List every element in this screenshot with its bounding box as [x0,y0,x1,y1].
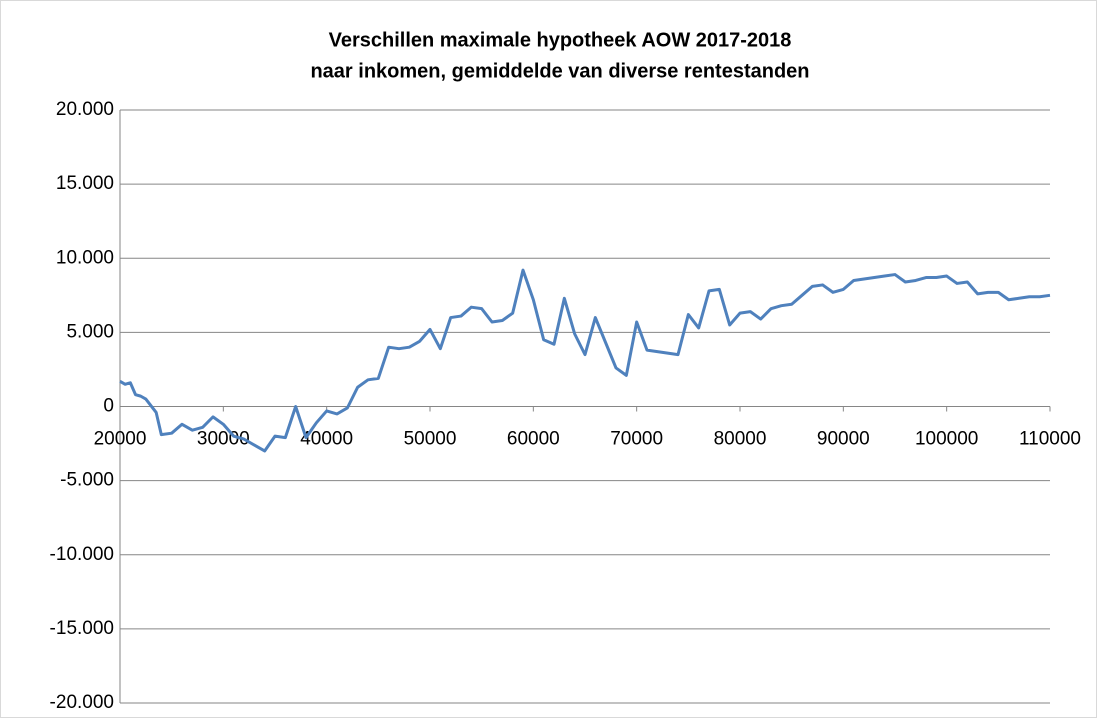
x-tick-label: 50000 [404,429,457,450]
x-tick-label: 60000 [507,429,560,450]
y-tick-label: 10.000 [56,247,114,268]
chart-subtitle: naar inkomen, gemiddelde van diverse ren… [310,60,809,82]
data-line [119,268,1051,453]
chart-title: Verschillen maximale hypotheek AOW 2017-… [329,29,792,51]
x-tick-label: 80000 [714,429,767,450]
x-tick-label: 40000 [300,429,353,450]
x-tick-label: 30000 [197,429,250,450]
y-tick-label: 20.000 [56,99,114,120]
x-tick-label: 20000 [94,429,147,450]
y-tick-label: -15.000 [50,618,114,639]
x-tick-label: 90000 [817,429,870,450]
x-tick-label: 70000 [610,429,663,450]
y-tick-label: -5.000 [60,470,114,491]
x-tick-label: 110000 [1019,429,1081,450]
y-tick-label: 15.000 [56,173,114,194]
y-tick-label: 0 [103,396,114,417]
y-tick-label: -20.000 [50,692,114,713]
y-tick-label: 5.000 [66,321,114,342]
x-tick-label: 100000 [915,429,978,450]
y-tick-label: -10.000 [50,544,114,565]
